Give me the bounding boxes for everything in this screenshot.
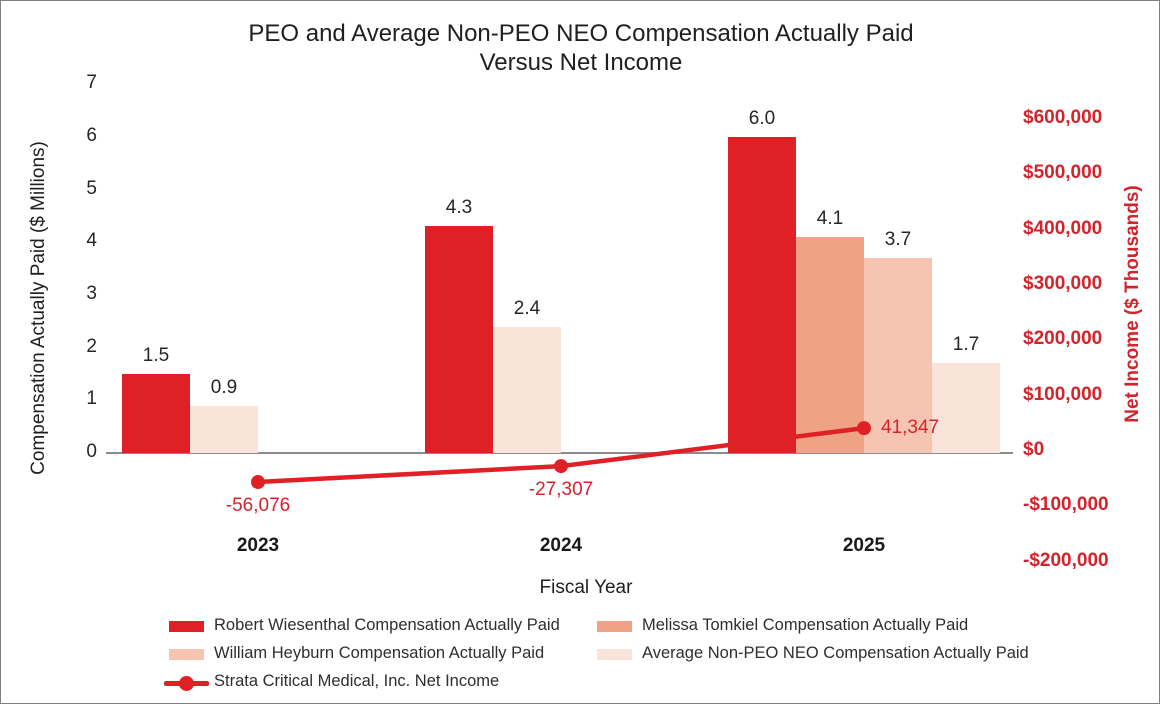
legend-swatch — [597, 621, 632, 632]
net-income-value-label: 41,347 — [881, 417, 940, 439]
left-axis-title: Compensation Actually Paid ($ Millions) — [28, 141, 49, 475]
legend-item-label: Melissa Tomkiel Compensation Actually Pa… — [642, 616, 969, 634]
left-axis-tick-label: 3 — [86, 282, 97, 304]
chart-title: PEO and Average Non-PEO NEO Compensation… — [1, 19, 1159, 77]
right-axis-tick-label: -$100,000 — [1023, 494, 1109, 516]
right-axis-tick-label: $600,000 — [1023, 107, 1103, 129]
bar — [864, 258, 932, 453]
bar — [796, 236, 864, 453]
left-axis-tick-label: 0 — [86, 441, 97, 462]
right-axis-tick-label: $0 — [1023, 439, 1045, 460]
bar — [122, 373, 190, 453]
bar-value-label: 6.0 — [748, 107, 776, 129]
legend-item-label: Average Non-PEO NEO Compensation Actuall… — [642, 644, 1029, 662]
right-axis-title: Net Income ($ Thousands) — [1122, 185, 1143, 423]
right-axis-tick-label: $500,000 — [1023, 162, 1103, 184]
legend-line-dot — [179, 676, 194, 691]
left-axis-tick-label: 4 — [86, 230, 97, 252]
x-axis-category-label: 2025 — [842, 535, 886, 556]
legend-swatch — [169, 649, 204, 660]
bar — [190, 405, 258, 453]
x-axis-category-label: 2023 — [236, 535, 280, 556]
bar-value-label: 1.5 — [142, 344, 170, 366]
left-axis-tick-label: 7 — [86, 72, 97, 94]
bar-value-label: 1.7 — [952, 334, 980, 356]
x-axis-category-label: 2024 — [539, 535, 583, 556]
bar-value-label: 0.9 — [210, 376, 238, 398]
right-axis-tick-label: $100,000 — [1023, 383, 1103, 405]
bar-value-label: 4.3 — [445, 197, 473, 219]
right-axis-tick-label: $400,000 — [1023, 217, 1103, 239]
bar-value-label: 4.1 — [816, 207, 844, 229]
left-axis-tick-label: 6 — [86, 124, 97, 146]
left-axis-tick-label: 2 — [86, 335, 97, 357]
bar — [425, 226, 493, 453]
net-income-point — [251, 475, 265, 490]
legend-item-label: William Heyburn Compensation Actually Pa… — [214, 644, 545, 662]
left-axis-tick-label: 5 — [86, 177, 97, 199]
bar-value-label: 3.7 — [884, 229, 912, 250]
chart-title-line2: Versus Net Income — [479, 49, 683, 76]
bar — [728, 136, 796, 453]
bar — [493, 326, 561, 453]
legend-item-label: Robert Wiesenthal Compensation Actually … — [214, 616, 560, 634]
legend-item-label: Strata Critical Medical, Inc. Net Income — [214, 672, 500, 690]
legend-swatch — [169, 621, 204, 632]
legend-swatch — [597, 649, 632, 660]
bar — [932, 363, 1000, 453]
x-axis-title: Fiscal Year — [539, 577, 633, 598]
chart-title-line1: PEO and Average Non-PEO NEO Compensation… — [248, 20, 914, 47]
net-income-value-label: -56,076 — [225, 495, 291, 517]
right-axis-tick-label: -$200,000 — [1023, 549, 1109, 571]
left-axis-tick-label: 1 — [86, 388, 97, 410]
right-axis-tick-label: $200,000 — [1023, 328, 1103, 350]
bar-value-label: 2.4 — [513, 297, 541, 319]
net-income-value-label: -27,307 — [528, 479, 594, 501]
net-income-point — [554, 459, 568, 474]
right-axis-tick-label: $300,000 — [1023, 273, 1103, 294]
